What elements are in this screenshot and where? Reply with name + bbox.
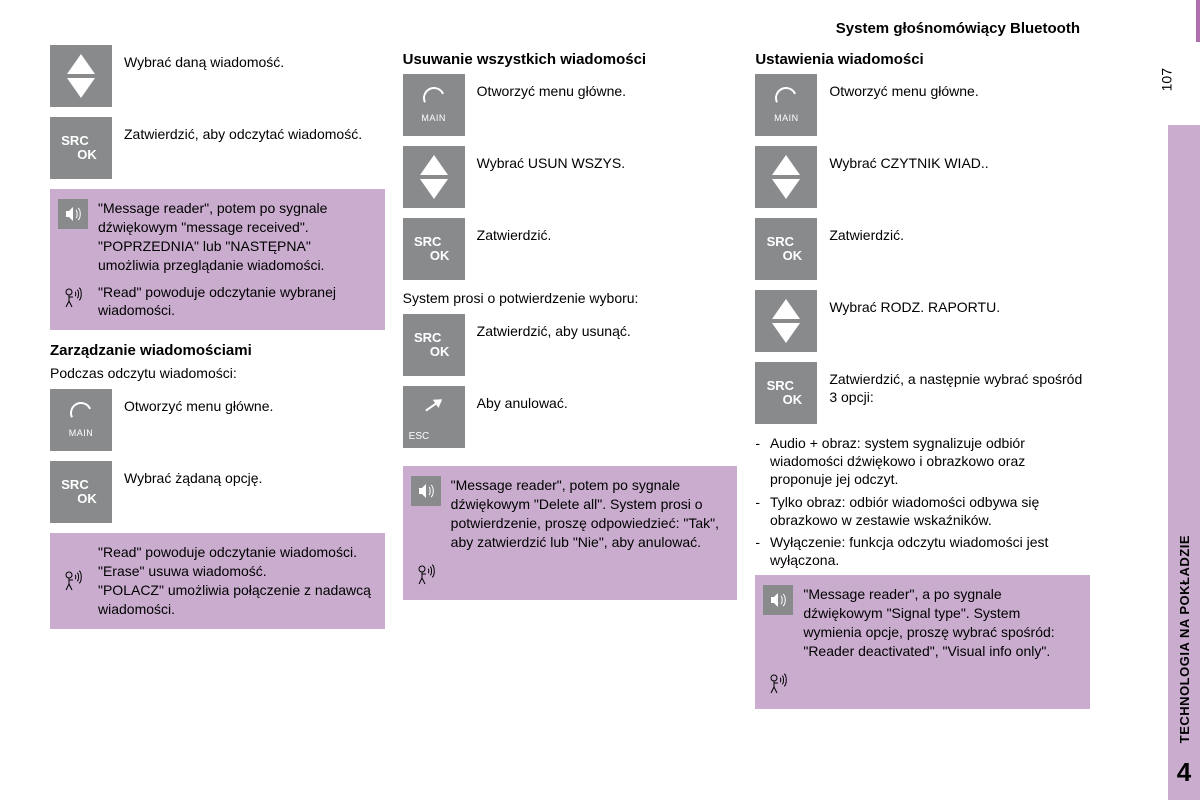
speak-person-icon [763,669,793,699]
arc-icon [420,84,448,112]
step-text: Zatwierdzić, aby usunąć. [477,314,631,340]
speak-icon [763,585,793,615]
triangle-down-icon [420,179,448,199]
step-text: Zatwierdzić. [829,218,904,244]
voice-text: "Message reader", a po sygnale dźwiękowy… [803,585,1080,661]
step-text: Otworzyć menu główne. [829,74,978,100]
speak-person-icon [58,283,88,313]
src-ok-button: SRC OK [50,461,112,523]
section-title: Usuwanie wszystkich wiadomości [403,51,738,68]
arc-icon [772,84,800,112]
column-3: Ustawienia wiadomości MAIN Otworzyć menu… [755,45,1090,721]
up-down-button [403,146,465,208]
section-title: Zarządzanie wiadomościami [50,342,385,359]
section-subtext: Podczas odczytu wiadomości: [50,365,385,381]
src-ok-button: SRC OK [755,218,817,280]
step-text: Wybrać CZYTNIK WIAD.. [829,146,988,172]
main-button: MAIN [755,74,817,136]
step-text: Wybrać żądaną opcję. [124,461,262,487]
voice-text: "Read" powoduje odczytanie wybranej wiad… [98,283,375,321]
speak-icon [411,476,441,506]
up-down-button [755,290,817,352]
voice-box: "Read" powoduje odczytanie wiadomości. "… [50,533,385,629]
step-text: Aby anulować. [477,386,568,412]
step-text: Wybrać daną wiadomość. [124,45,284,71]
step-text: Otworzyć menu główne. [477,74,626,100]
step-text: Otworzyć menu główne. [124,389,273,415]
triangle-down-icon [772,179,800,199]
up-down-button [50,45,112,107]
column-1: Wybrać daną wiadomość. SRC OK Zatwierdzi… [50,45,385,721]
speak-person-icon [58,566,88,596]
speak-person-icon [411,560,441,590]
src-ok-button: SRC OK [755,362,817,424]
step-text: Zatwierdzić, aby odczytać wiadomość. [124,117,362,143]
plug-icon [423,395,445,415]
list-item: Tylko obraz: odbiór wiadomości odbywa si… [755,493,1090,529]
side-tab-label: TECHNOLOGIA NA POKŁADZIE [1177,535,1192,743]
page-header: System głośnomówiący Bluetooth [50,20,1090,37]
src-ok-button: SRC OK [50,117,112,179]
triangle-up-icon [67,54,95,74]
voice-box: "Message reader", a po sygnale dźwiękowy… [755,575,1090,709]
column-2: Usuwanie wszystkich wiadomości MAIN Otwo… [403,45,738,721]
triangle-down-icon [67,78,95,98]
list-item: Audio + obraz: system sygnalizuje odbiór… [755,434,1090,489]
up-down-button [755,146,817,208]
side-tab: TECHNOLOGIA NA POKŁADZIE 4 [1168,125,1200,800]
section-title: Ustawienia wiadomości [755,51,1090,68]
step-text: Zatwierdzić. [477,218,552,244]
confirm-text: System prosi o potwierdzenie wyboru: [403,290,738,306]
esc-button: ESC [403,386,465,448]
triangle-up-icon [772,299,800,319]
page-number: 107 [1158,68,1174,91]
step-text: Wybrać USUN WSZYS. [477,146,625,172]
step-text: Zatwierdzić, a następnie wybrać spośród … [829,362,1090,406]
triangle-down-icon [772,323,800,343]
list-item: Wyłączenie: funkcja odczytu wiadomości j… [755,533,1090,569]
voice-text: "Message reader", potem po sygnale dźwię… [451,476,728,552]
chapter-number: 4 [1177,757,1191,788]
arc-icon [67,399,95,427]
step-text: Wybrać RODZ. RAPORTU. [829,290,1000,316]
src-ok-button: SRC OK [403,314,465,376]
voice-text: "Read" powoduje odczytanie wiadomości. "… [98,543,375,619]
voice-box: "Message reader", potem po sygnale dźwię… [403,466,738,600]
voice-box: "Message reader", potem po sygnale dźwię… [50,189,385,330]
src-ok-button: SRC OK [403,218,465,280]
triangle-up-icon [772,155,800,175]
accent-bar [1196,0,1200,42]
triangle-up-icon [420,155,448,175]
options-list: Audio + obraz: system sygnalizuje odbiór… [755,434,1090,569]
main-button: MAIN [403,74,465,136]
voice-text: "Message reader", potem po sygnale dźwię… [98,199,375,275]
speak-icon [58,199,88,229]
main-button: MAIN [50,389,112,451]
